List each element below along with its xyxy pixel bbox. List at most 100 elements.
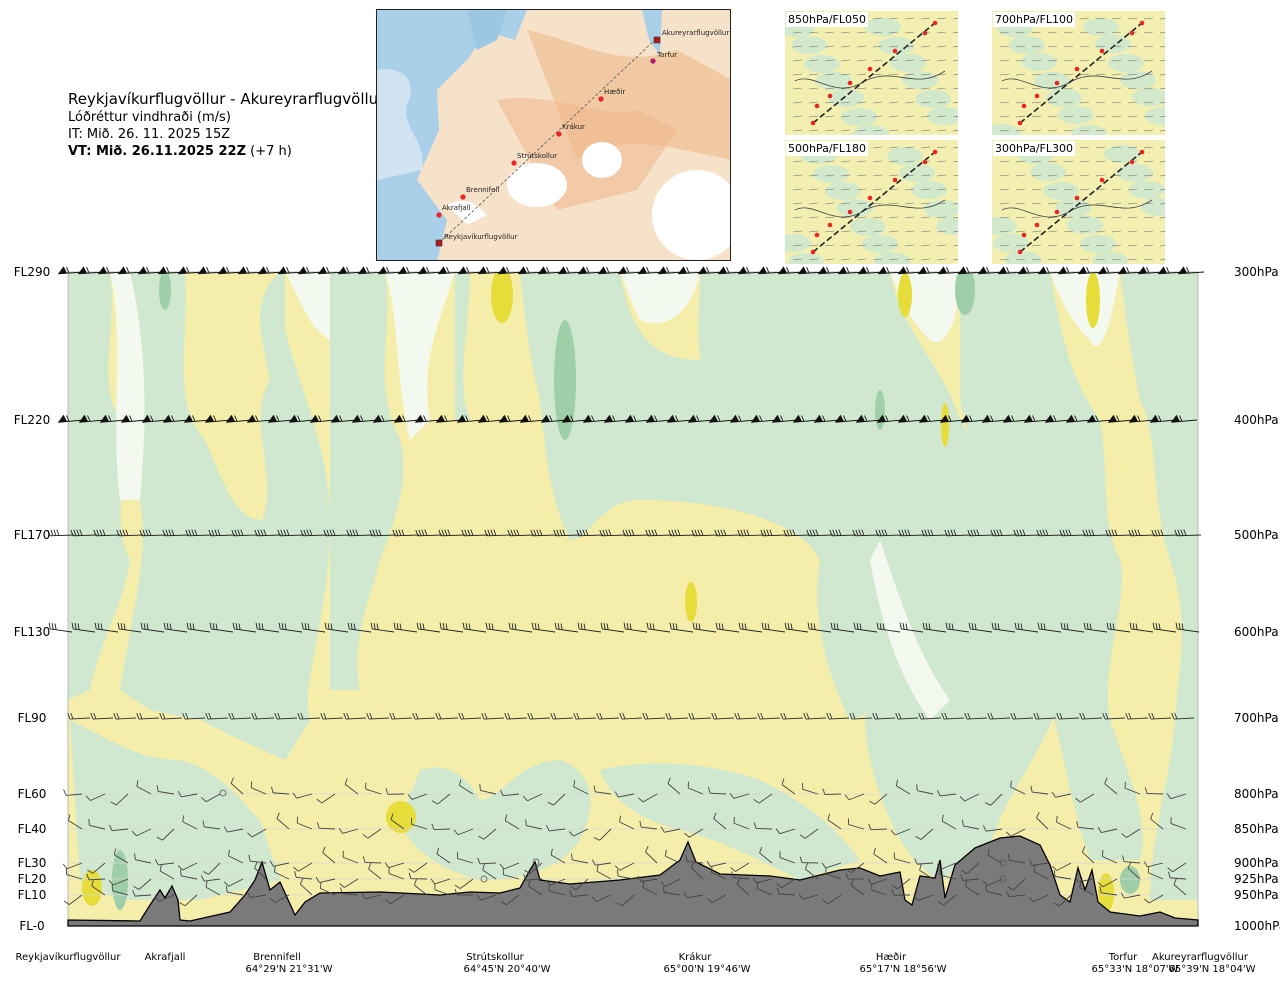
wind-barb <box>759 846 773 864</box>
wind-barb <box>1075 793 1095 803</box>
wind-barb <box>799 828 819 839</box>
wind-barb <box>71 622 96 633</box>
wind-barb <box>729 792 750 799</box>
wind-barb <box>477 857 497 865</box>
wind-barb <box>961 862 980 875</box>
level-panel-850[interactable]: 850hPa/FL050 <box>785 11 958 135</box>
wind-barb <box>604 414 631 423</box>
wind-barb <box>667 777 681 795</box>
wind-barb <box>109 824 129 832</box>
wind-barb <box>1033 865 1049 880</box>
wind-barb <box>319 882 336 896</box>
wind-barb <box>177 862 198 871</box>
wind-barb <box>690 862 704 880</box>
wind-barb <box>324 622 349 633</box>
wind-barb <box>872 712 896 720</box>
map-label-strutskollur: Strútskollur <box>517 152 557 160</box>
wind-barb <box>248 854 267 864</box>
wind-barb <box>547 793 566 806</box>
wind-barb <box>362 828 382 839</box>
wind-barb <box>79 414 106 423</box>
wind-barb <box>62 862 83 870</box>
wind-barb <box>990 529 1018 537</box>
wind-barb <box>646 414 673 423</box>
wind-barb <box>292 792 313 799</box>
wind-barb <box>1168 871 1187 880</box>
pressure-axis: 300hPa 400hPa 500hPa 600hPa 700hPa 800hPa 850h… <box>1234 265 1280 933</box>
wind-barb <box>642 712 666 720</box>
wind-barb <box>315 876 336 884</box>
wind-barb <box>685 855 704 864</box>
valid-time-main: VT: Mið. 26.11.2025 22Z <box>68 144 247 159</box>
wind-barb <box>844 793 865 801</box>
wind-barb <box>362 856 382 864</box>
map-label-torfur: Torfur <box>656 51 677 59</box>
wind-barb <box>568 828 589 837</box>
wind-barb <box>346 529 374 537</box>
wind-barb <box>1175 622 1200 633</box>
wind-barb <box>593 828 612 841</box>
wind-barb <box>752 877 773 884</box>
wind-barb <box>1125 712 1149 720</box>
wind-barb <box>63 894 83 905</box>
fl-tick-label: FL90 <box>18 711 47 725</box>
wind-barb <box>822 894 842 905</box>
wind-barb <box>825 867 842 880</box>
wind-barb <box>599 529 627 537</box>
wind-barb <box>1036 811 1049 830</box>
wind-barb <box>940 414 967 423</box>
wind-barb <box>1167 862 1187 873</box>
level-panel-500[interactable]: 500hPa/FL180 <box>785 140 958 264</box>
wind-barb <box>784 622 809 633</box>
waypoint-name: Akrafjall <box>145 952 186 963</box>
wind-barb <box>436 414 463 423</box>
wind-barb <box>919 864 934 880</box>
wind-barb <box>871 883 888 896</box>
level-panel-700[interactable]: 700hPa/FL100 <box>992 11 1165 135</box>
wind-barb <box>711 712 735 720</box>
wind-barb <box>476 894 497 901</box>
wind-barb <box>435 712 459 720</box>
wind-barb <box>916 784 934 795</box>
wind-barb <box>316 821 336 830</box>
wind-barb <box>730 414 757 423</box>
wind-barb <box>730 862 750 872</box>
wind-barb <box>352 414 379 423</box>
wind-barb <box>481 712 505 720</box>
wind-barb <box>392 529 420 537</box>
wind-barb <box>985 885 1003 896</box>
wind-barb <box>370 622 395 633</box>
wind-barb <box>500 789 520 797</box>
fl-tick-label: FL40 <box>18 822 47 836</box>
wind-barb <box>209 622 234 633</box>
wind-barb <box>254 529 282 537</box>
title-block: Reykjavíkurflugvöllur - Akureyrarflugvöl… <box>68 90 388 160</box>
wind-barb <box>408 872 428 880</box>
wind-barb <box>665 849 681 864</box>
wind-barb <box>507 529 535 537</box>
wind-barb <box>1010 780 1026 795</box>
wind-barb <box>159 864 175 880</box>
wind-barb <box>793 414 820 423</box>
wind-barb <box>485 622 510 633</box>
wind-barb <box>269 860 290 867</box>
wind-barb <box>527 712 551 720</box>
wind-barb <box>111 884 129 896</box>
wind-barb <box>342 850 359 864</box>
wind-barb <box>478 414 505 423</box>
wind-barb <box>850 879 865 896</box>
wind-barb <box>982 825 1003 832</box>
wind-barb <box>868 823 888 831</box>
wind-barb <box>914 858 934 865</box>
wind-barb <box>91 879 106 896</box>
wind-barb <box>554 622 579 633</box>
wind-barb <box>806 529 834 537</box>
level-panel-300[interactable]: 300hPa/FL300 <box>992 140 1165 264</box>
pressure-tick-label: 900hPa <box>1234 856 1279 870</box>
map-label-akureyri: Akureyrarflugvöllur <box>662 29 729 37</box>
wind-barb <box>987 848 1003 864</box>
wind-barb <box>368 862 382 880</box>
wind-barb <box>1036 529 1064 537</box>
waypoint-coord: 65°33'N 18°07'W <box>1092 964 1179 975</box>
wind-barb <box>100 414 127 423</box>
